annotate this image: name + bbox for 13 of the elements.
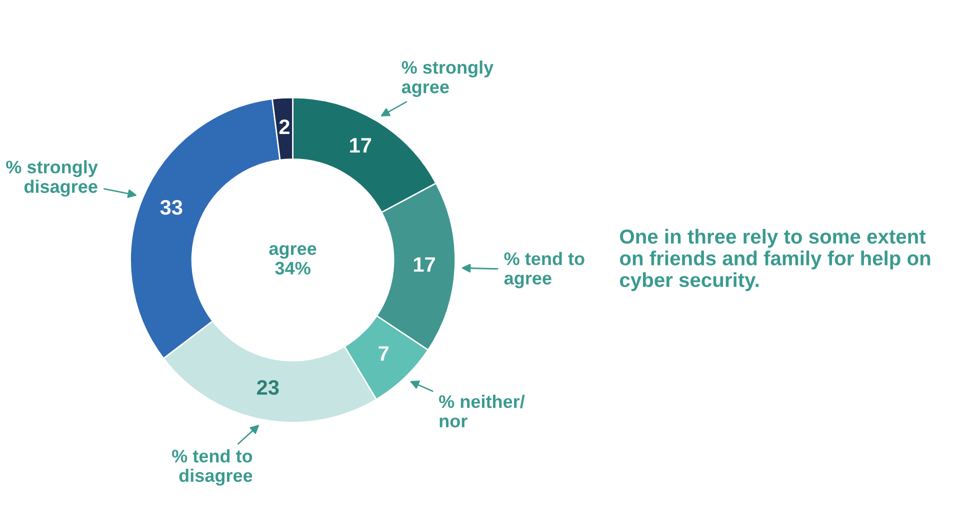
data-label: 2 — [279, 119, 290, 134]
slice-label: % strongly agree — [402, 60, 494, 97]
data-label: 17 — [414, 257, 435, 272]
text: agree 34% — [269, 245, 316, 275]
data-label: 33 — [160, 200, 182, 215]
legend-label: % tend to agree — [504, 252, 584, 288]
slice-label: % tend to disagree — [172, 449, 252, 486]
text: One in three rely to some extent on friends and family for help on cyber security. — [620, 228, 930, 292]
slice-label: % strongly disagree — [6, 160, 98, 197]
data-label: 23 — [257, 380, 279, 395]
data-label: 17 — [350, 138, 372, 152]
data-label: 7 — [378, 346, 389, 361]
slice-label: % neither/ nor — [439, 394, 525, 428]
